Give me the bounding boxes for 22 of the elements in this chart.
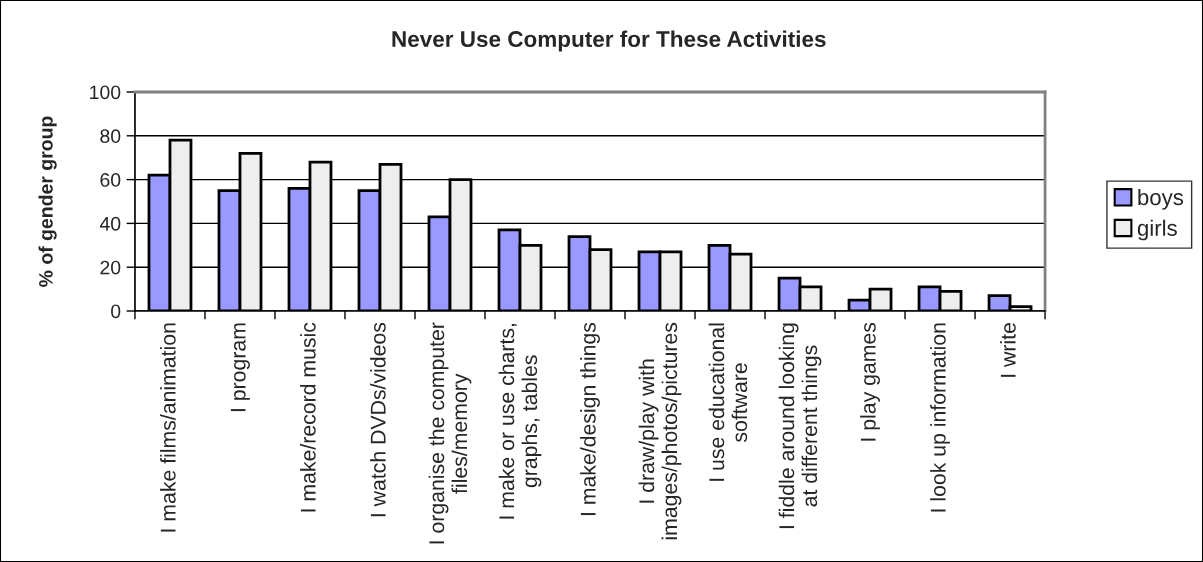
legend-label: boys <box>1138 188 1184 210</box>
x-tick-label: I look up information <box>930 323 950 512</box>
x-tick-label: I use educational software <box>708 323 748 481</box>
x-tick-label: I draw/play with images/photos/pictures <box>638 322 682 540</box>
x-tick-label: I make/design things <box>580 322 600 516</box>
x-tick-label: I write <box>1000 323 1016 377</box>
x-tick-label: I make/record music <box>300 322 316 512</box>
y-tick-label: 60 <box>100 173 121 187</box>
x-tick-label: I make films/animation <box>160 323 176 532</box>
x-tick-label: I organise the computer files/memory <box>428 322 472 544</box>
x-tick-label: I watch DVDs/videos <box>370 322 386 517</box>
x-tick-label: I play games <box>860 322 880 441</box>
y-tick-label: 100 <box>90 85 121 100</box>
y-axis-title: % of gender group <box>38 116 57 287</box>
y-tick-label: 0 <box>111 304 121 319</box>
y-tick-label: 80 <box>100 129 121 144</box>
legend-label: girls <box>1137 219 1177 241</box>
chart-title: Never Use Computer for These Activities <box>392 30 826 52</box>
y-tick-label: 20 <box>100 260 121 275</box>
x-tick-label: I make or use charts, graphs, tables <box>498 324 542 519</box>
y-tick-label: 40 <box>99 216 121 231</box>
x-tick-label: I program <box>230 323 250 412</box>
